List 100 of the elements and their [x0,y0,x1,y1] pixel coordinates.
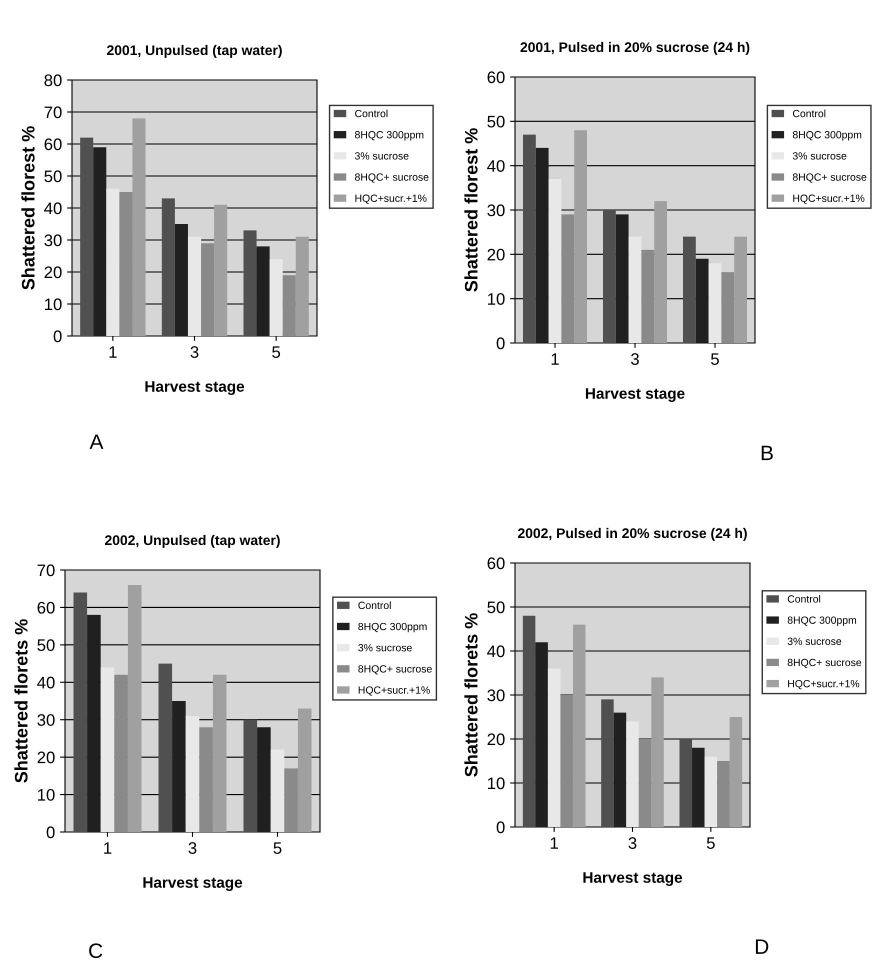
x-tick-label: 5 [711,353,719,365]
bar [574,130,587,343]
y-tick-label: 10 [488,293,505,305]
bar [654,201,667,343]
bar [616,214,629,343]
bar [298,708,312,832]
y-tick-label: 0 [496,337,505,350]
y-tick-label: 50 [487,116,505,128]
y-tick-label: 60 [488,557,505,570]
bar [683,236,696,343]
y-tick-label: 0 [496,821,505,834]
legend-label: 8HQC+ sucrose [358,665,432,674]
y-axis-title: Shattered florest % [21,126,35,290]
bar [132,118,146,336]
legend-label: 8HQC 300ppm [792,131,862,140]
bar [536,148,549,343]
y-tick-label: 50 [37,639,55,652]
y-tick-label: 70 [38,564,55,576]
y-tick-label: 0 [46,826,55,838]
text: A [90,434,104,449]
chart-title: 2002, Pulsed in 20% sucrose (24 h) [518,528,747,541]
bar [708,263,722,343]
y-tick-label: 10 [45,298,62,310]
legend-label: HQC+sucr.+1% [358,686,430,696]
y-tick-label: 10 [488,777,505,790]
y-tick-label: 10 [38,788,55,801]
bar [172,701,186,832]
y-tick-label: 30 [44,234,62,246]
bar [522,616,536,827]
bar [188,236,202,336]
y-tick-label: 30 [487,204,505,216]
bar [696,258,709,343]
text: B [762,446,773,460]
bar [561,214,574,343]
bar [162,198,175,336]
x-tick-label: 1 [109,346,117,358]
bar [74,592,88,832]
y-tick-label: 50 [487,601,505,614]
y-tick-label: 50 [44,170,62,182]
bar [548,668,560,827]
y-axis-title: Shattered florets % [14,619,28,783]
x-tick-label: 5 [274,842,282,854]
y-tick-label: 20 [488,733,505,746]
bar [296,236,309,336]
y-tick-label: 20 [38,752,55,764]
bar [284,768,298,832]
x-axis-title: Harvest stage [586,388,685,402]
text: C [89,943,102,958]
bar [244,720,258,832]
bar [692,748,705,827]
bar [680,739,692,827]
x-tick-label: 3 [631,353,639,365]
x-tick-label: 1 [552,353,559,365]
chart-title: 2001, Unpulsed (tap water) [107,44,282,58]
bar [100,667,114,832]
bar [256,246,270,336]
y-tick-label: 40 [487,645,505,658]
bar [282,275,296,336]
bar [114,674,128,832]
y-tick-label: 80 [44,74,62,86]
bar [523,134,536,343]
legend-label: Control [788,595,820,603]
y-tick-label: 20 [44,266,62,278]
y-tick-label: 60 [488,71,505,84]
bar [158,664,172,832]
y-tick-label: 40 [487,160,505,172]
bar [548,178,562,343]
y-tick-label: 60 [38,602,55,614]
legend-label: 8HQC 300ppm [355,131,424,140]
x-tick-label: 1 [550,837,558,849]
legend-label: Control [355,110,388,118]
bar [199,727,213,832]
y-tick-label: 30 [37,714,55,726]
y-tick-label: 40 [37,676,55,688]
x-axis-title: Harvest stage [583,872,682,886]
bar [106,188,120,336]
bar [601,699,614,827]
bar [257,727,271,832]
text: D [756,939,768,954]
y-tick-label: 60 [44,138,62,150]
bar [717,761,730,827]
bar [535,642,548,827]
bar [721,272,734,343]
bar [270,750,284,832]
x-tick-label: 5 [272,346,280,358]
y-axis-title: Shattered florets % [464,613,478,777]
x-tick-label: 1 [104,842,112,854]
x-tick-label: 3 [190,346,198,358]
bar [80,138,94,336]
legend-label: Control [792,110,826,118]
bar [730,717,742,827]
legend-label: HQC+sucr.+1% [793,194,864,204]
bar [201,243,214,336]
legend-label: HQC+sucr.+1% [788,680,860,690]
y-tick-label: 40 [44,202,62,214]
y-tick-label: 30 [487,689,505,702]
y-axis-title: Shattered florest % [464,128,478,292]
bar [119,192,132,336]
x-tick-label: 5 [706,837,715,849]
bar [128,584,142,832]
